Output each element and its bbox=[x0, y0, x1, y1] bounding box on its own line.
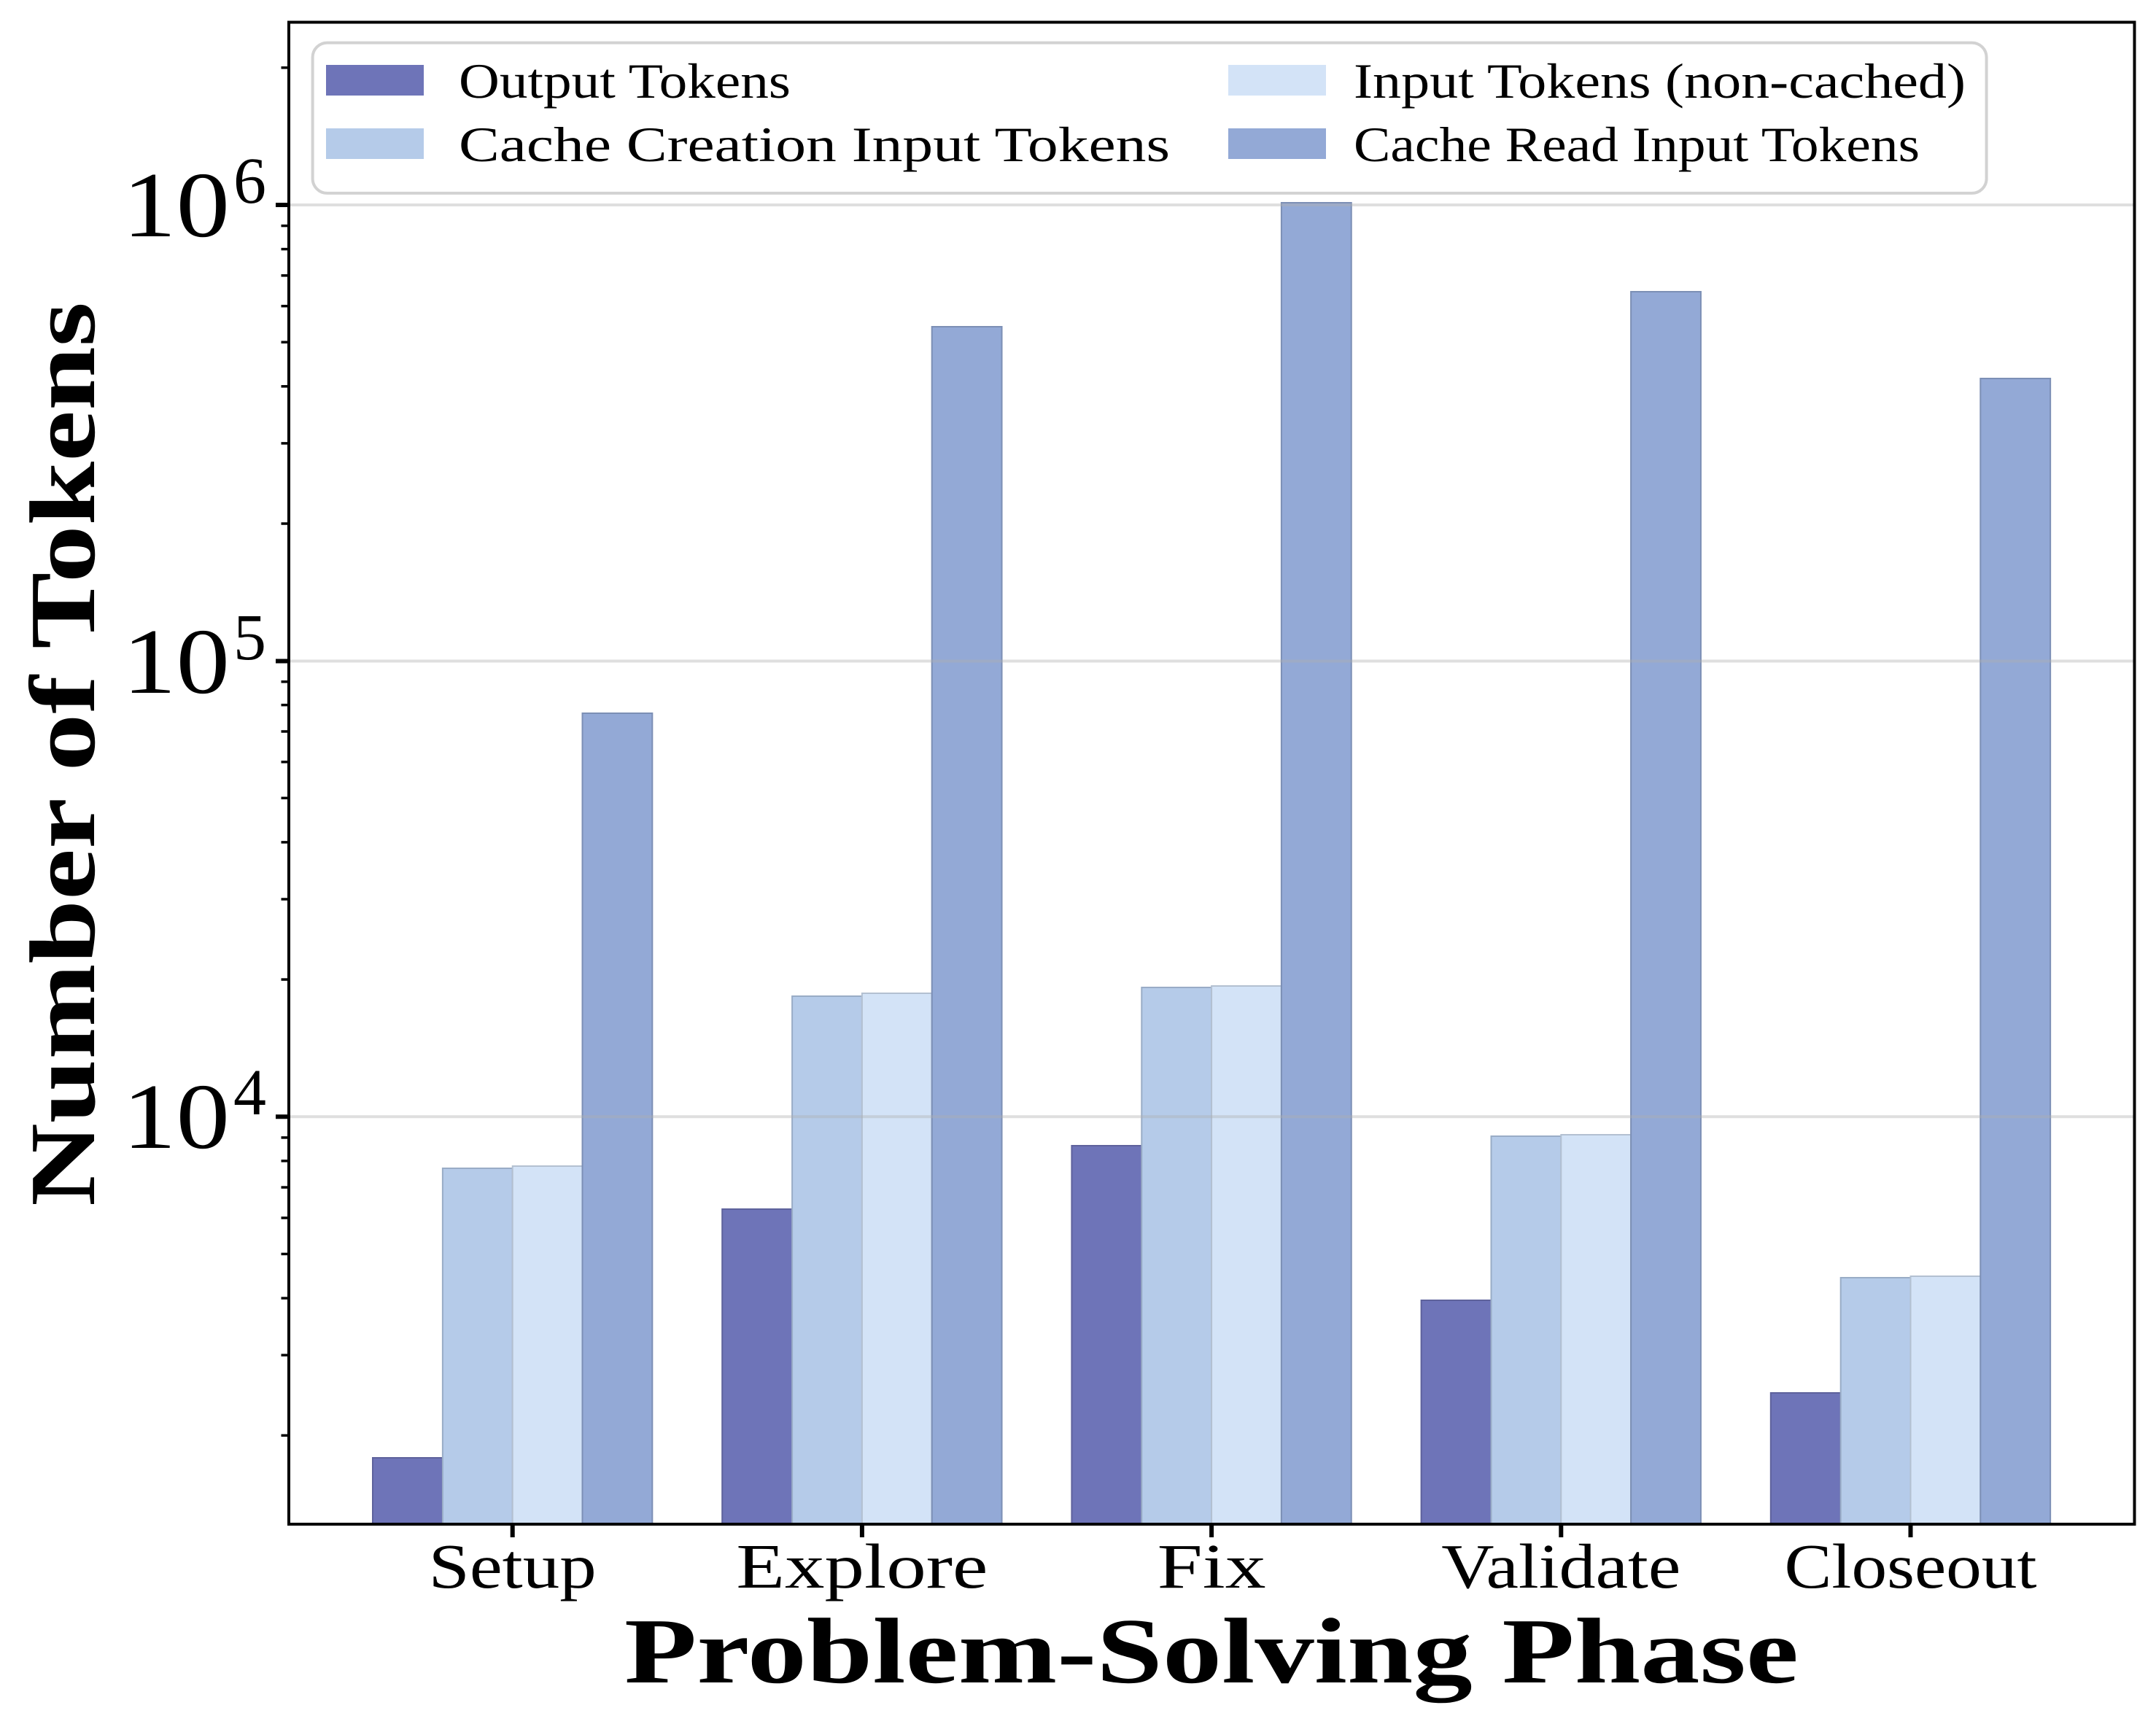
svg-text:Explore: Explore bbox=[736, 1531, 988, 1601]
svg-text:Output Tokens: Output Tokens bbox=[459, 53, 791, 109]
svg-text:Number of Tokens: Number of Tokens bbox=[11, 302, 115, 1206]
svg-text:Validate: Validate bbox=[1441, 1531, 1680, 1601]
svg-text:Input Tokens (non-cached): Input Tokens (non-cached) bbox=[1354, 53, 1966, 109]
svg-text:Setup: Setup bbox=[429, 1531, 597, 1601]
svg-text:6: 6 bbox=[233, 145, 266, 217]
svg-text:10: 10 bbox=[123, 610, 230, 713]
svg-text:Closeout: Closeout bbox=[1785, 1531, 2037, 1601]
svg-text:10: 10 bbox=[123, 1065, 230, 1168]
svg-text:Fix: Fix bbox=[1158, 1531, 1266, 1601]
svg-text:5: 5 bbox=[233, 602, 266, 674]
svg-text:Problem-Solving Phase: Problem-Solving Phase bbox=[624, 1599, 1799, 1703]
svg-text:10: 10 bbox=[123, 153, 230, 257]
svg-text:Cache Read Input Tokens: Cache Read Input Tokens bbox=[1354, 117, 1920, 172]
svg-text:4: 4 bbox=[233, 1057, 266, 1129]
svg-text:Cache Creation Input Tokens: Cache Creation Input Tokens bbox=[459, 117, 1170, 172]
